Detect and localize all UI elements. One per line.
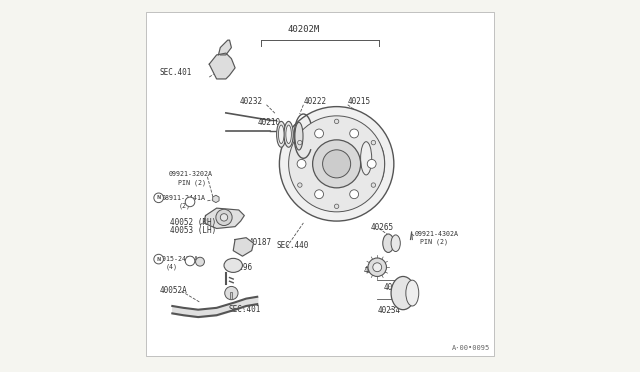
Ellipse shape [224,259,243,272]
Polygon shape [209,53,235,79]
Text: N: N [188,199,192,204]
Text: SEC.401: SEC.401 [228,305,261,314]
Text: SEC.401: SEC.401 [159,68,191,77]
Text: (4): (4) [166,264,178,270]
Text: (2): (2) [179,203,191,209]
Polygon shape [233,238,253,256]
Circle shape [216,209,232,225]
Text: N: N [188,259,192,263]
Text: SEC.440: SEC.440 [276,241,309,250]
FancyBboxPatch shape [147,13,493,356]
Ellipse shape [406,280,419,306]
Circle shape [297,160,306,168]
Ellipse shape [360,142,372,175]
Circle shape [371,183,376,187]
Text: N: N [157,257,161,262]
Circle shape [225,286,238,300]
Circle shape [185,197,195,207]
Ellipse shape [278,125,284,144]
Circle shape [220,214,228,221]
Circle shape [312,140,360,188]
Text: 40052 (RH): 40052 (RH) [170,218,217,227]
Ellipse shape [276,121,286,147]
Ellipse shape [391,276,415,310]
Polygon shape [204,208,244,228]
Ellipse shape [383,234,394,253]
Text: N: N [157,195,161,200]
Text: 40019M: 40019M [383,283,412,292]
Text: 40202M: 40202M [287,25,319,33]
Circle shape [372,263,381,272]
Text: 09921-3202A: 09921-3202A [168,171,212,177]
Text: 40215: 40215 [348,97,371,106]
Text: 40207: 40207 [305,142,328,151]
Bar [230,292,232,299]
Circle shape [334,119,339,124]
Text: 40052A: 40052A [159,286,187,295]
Text: 40053 (LH): 40053 (LH) [170,226,217,235]
Text: 40187: 40187 [249,238,272,247]
Circle shape [323,150,351,178]
Ellipse shape [391,235,400,251]
Ellipse shape [284,121,293,147]
Text: PIN (2): PIN (2) [178,179,206,186]
Text: 40210: 40210 [258,118,281,127]
Circle shape [349,190,358,199]
Circle shape [349,129,358,138]
Text: 09921-4302A: 09921-4302A [414,231,458,237]
Circle shape [334,204,339,209]
Ellipse shape [370,144,385,184]
Circle shape [196,257,204,266]
Text: 40234: 40234 [377,306,401,315]
Circle shape [280,107,394,221]
Circle shape [289,116,385,212]
Circle shape [154,193,163,203]
Circle shape [315,129,323,138]
Text: 40265: 40265 [371,223,394,232]
Text: A·00•0095: A·00•0095 [452,345,490,351]
Circle shape [185,256,195,266]
Text: 40196: 40196 [230,263,253,272]
Text: 40222: 40222 [303,97,326,106]
Ellipse shape [286,125,291,144]
Ellipse shape [295,122,303,150]
Text: 40264: 40264 [357,142,380,151]
Text: 08911-2441A: 08911-2441A [162,195,206,201]
Text: PIN (2): PIN (2) [420,238,449,245]
Circle shape [298,140,302,145]
Text: 40232: 40232 [239,97,263,106]
Circle shape [315,190,323,199]
Circle shape [368,258,387,276]
Text: 40262: 40262 [364,266,387,275]
Polygon shape [218,40,232,55]
Text: 08915-2421A: 08915-2421A [155,256,198,262]
Circle shape [298,183,302,187]
Circle shape [371,140,376,145]
Circle shape [154,254,163,264]
Circle shape [367,160,376,168]
Ellipse shape [357,134,376,182]
